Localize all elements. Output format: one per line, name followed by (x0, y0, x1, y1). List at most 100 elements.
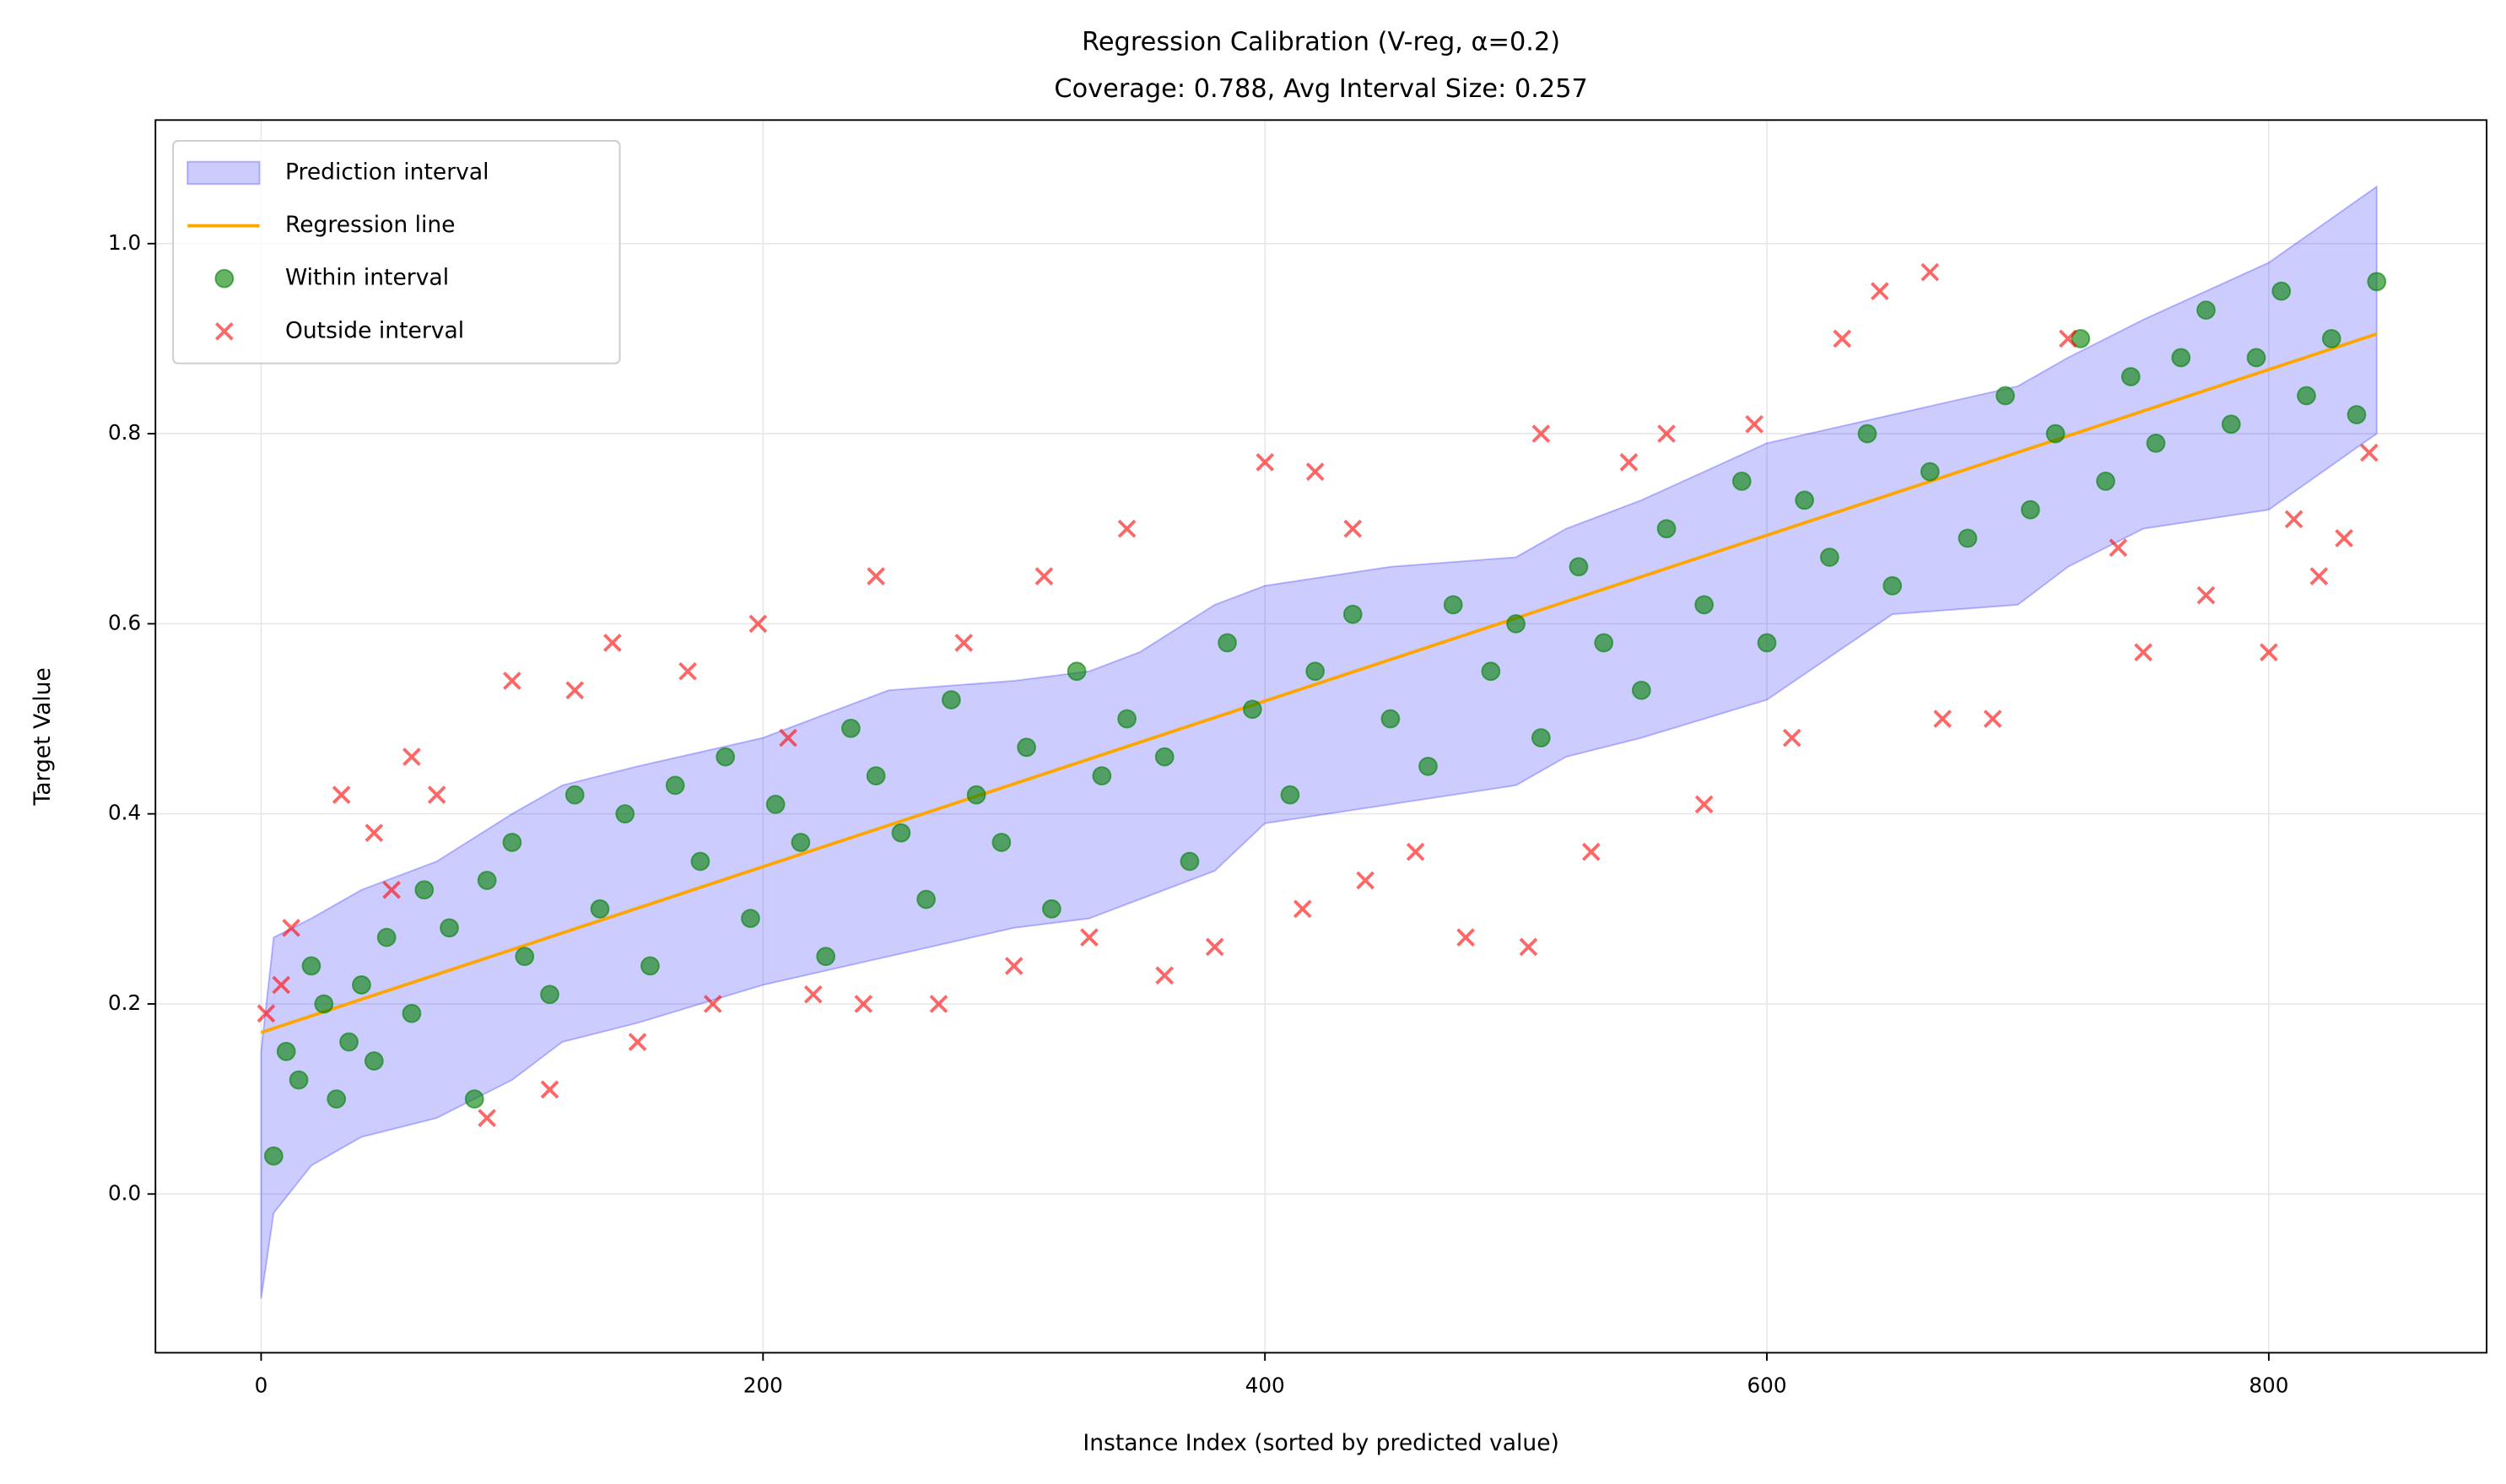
point-outside (2059, 329, 2077, 348)
y-tick-label: 1.0 (108, 230, 141, 255)
point-within (1481, 661, 1501, 682)
point-within (2367, 272, 2387, 292)
point-within (1280, 785, 1300, 805)
point-within (1117, 709, 1137, 729)
point-outside (803, 985, 823, 1004)
point-within (402, 1003, 422, 1023)
point-outside (603, 634, 622, 652)
point-outside (1871, 282, 1889, 300)
point-within (1531, 728, 1551, 747)
point-within (1694, 595, 1715, 615)
point-within (2297, 386, 2316, 406)
point-within (414, 880, 435, 900)
legend-icon (186, 160, 261, 186)
point-within (515, 947, 535, 967)
point-within (765, 795, 786, 814)
point-outside (1155, 966, 1175, 985)
point-outside (1343, 519, 1363, 538)
point-within (263, 1146, 284, 1166)
point-outside (628, 1033, 647, 1051)
point-within (1569, 557, 1589, 577)
point-within (440, 918, 459, 938)
point-within (464, 1089, 484, 1109)
point-outside (1456, 928, 1475, 947)
point-within (364, 1051, 384, 1071)
point-within (1067, 661, 1087, 682)
point-outside (540, 1080, 559, 1099)
y-tick-label: 0.8 (108, 420, 141, 445)
legend-icon (214, 268, 235, 289)
point-within (2221, 414, 2241, 434)
point-outside (1657, 424, 1676, 443)
point-within (1342, 604, 1363, 624)
point-outside (2309, 567, 2329, 586)
point-within (376, 927, 397, 947)
point-outside (1080, 928, 1099, 947)
point-outside (2134, 643, 2152, 661)
point-outside (1833, 329, 1852, 348)
point-within (1631, 680, 1651, 700)
point-outside (1356, 871, 1375, 890)
x-axis-label: Instance Index (sorted by predicted valu… (1083, 1430, 1558, 1456)
point-outside (332, 785, 351, 804)
point-outside (1581, 842, 1601, 861)
point-outside (2360, 443, 2379, 462)
point-outside (1034, 567, 1054, 586)
point-outside (257, 1004, 276, 1023)
point-outside (1406, 842, 1425, 861)
point-within (1443, 595, 1463, 615)
point-within (1731, 472, 1752, 491)
chart-title: Regression Calibration (V-reg, α=0.2) (1082, 28, 1560, 57)
point-within (1857, 424, 1877, 444)
point-within (1154, 747, 1175, 767)
point-within (1795, 490, 1815, 510)
point-within (502, 833, 522, 852)
point-outside (779, 728, 797, 747)
point-outside (1256, 453, 1275, 472)
point-within (301, 956, 321, 976)
point-outside (2109, 538, 2128, 558)
point-within (1418, 756, 1438, 776)
point-outside (748, 614, 768, 634)
point-outside (2260, 643, 2278, 661)
point-within (791, 833, 811, 852)
chart-subtitle: Coverage: 0.788, Avg Interval Size: 0.25… (1054, 74, 1587, 104)
point-within (1882, 575, 1903, 596)
legend-label: Regression line (285, 212, 456, 238)
plot-area (257, 185, 2387, 1299)
point-outside (704, 995, 722, 1013)
point-within (2196, 300, 2216, 321)
point-within (540, 985, 559, 1005)
y-axis-label: Target Value (30, 667, 56, 806)
point-within (2146, 433, 2166, 453)
point-outside (1004, 957, 1023, 975)
point-within (2045, 424, 2066, 444)
point-within (1656, 519, 1677, 539)
point-within (352, 975, 371, 995)
point-within (2171, 348, 2191, 368)
point-outside (503, 672, 521, 690)
point-within (2096, 472, 2115, 491)
point-within (327, 1089, 347, 1109)
point-within (564, 785, 585, 805)
point-outside (1619, 453, 1639, 472)
point-outside (1117, 519, 1137, 538)
point-outside (365, 823, 384, 843)
x-tick-label: 200 (743, 1373, 783, 1397)
point-within (590, 898, 610, 919)
point-within (1380, 709, 1401, 729)
point-within (991, 833, 1012, 852)
x-tick-label: 400 (1245, 1373, 1285, 1397)
legend-label: Outside interval (285, 317, 464, 343)
point-outside (402, 747, 421, 766)
y-tick-label: 0.0 (108, 1180, 141, 1205)
point-within (314, 994, 334, 1014)
point-outside (1933, 710, 1952, 728)
point-within (690, 851, 710, 872)
point-within (1594, 633, 1614, 653)
point-outside (929, 995, 948, 1013)
point-outside (954, 634, 974, 652)
point-within (1506, 613, 1526, 634)
point-within (1996, 386, 2015, 406)
